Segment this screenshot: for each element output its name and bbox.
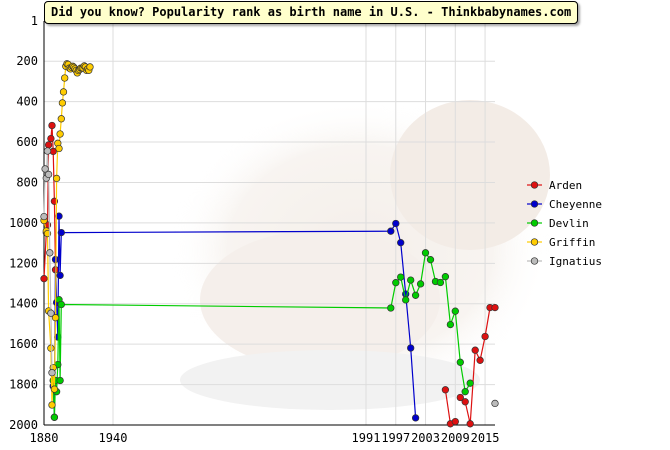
data-point bbox=[56, 130, 64, 138]
y-tick-label: 600 bbox=[16, 135, 38, 149]
data-point bbox=[58, 99, 67, 107]
data-point bbox=[436, 278, 445, 287]
series-ignatius bbox=[40, 147, 499, 408]
data-point bbox=[46, 249, 54, 257]
data-point bbox=[387, 227, 395, 235]
data-point bbox=[466, 379, 474, 387]
series bbox=[40, 60, 499, 428]
data-point bbox=[461, 388, 469, 396]
data-point bbox=[481, 332, 489, 341]
legend-label: Ignatius bbox=[549, 255, 602, 268]
legend-marker bbox=[530, 181, 539, 189]
y-tick-label: 1400 bbox=[9, 297, 38, 311]
y-tick-label: 1200 bbox=[9, 256, 38, 270]
data-point bbox=[56, 376, 64, 385]
data-point bbox=[491, 303, 499, 312]
data-point bbox=[407, 344, 415, 352]
data-point bbox=[466, 420, 474, 428]
data-point bbox=[441, 273, 450, 281]
data-point bbox=[40, 212, 48, 221]
data-point bbox=[47, 309, 55, 317]
legend-marker bbox=[530, 257, 539, 265]
data-point bbox=[55, 212, 63, 220]
x-tick-label: 2003 bbox=[411, 431, 440, 445]
data-point bbox=[416, 280, 425, 288]
data-point bbox=[476, 356, 484, 364]
series-line bbox=[459, 307, 495, 424]
data-point bbox=[44, 141, 53, 149]
data-point bbox=[47, 134, 55, 143]
data-point bbox=[491, 399, 499, 408]
y-tick-label: 1800 bbox=[9, 378, 38, 392]
series-griffin bbox=[40, 60, 94, 409]
x-tick-label: 1940 bbox=[99, 431, 128, 445]
data-point bbox=[392, 219, 400, 228]
data-point bbox=[50, 413, 59, 421]
data-point bbox=[392, 279, 400, 287]
data-point bbox=[57, 300, 65, 309]
data-point bbox=[56, 271, 64, 280]
data-point bbox=[426, 256, 435, 264]
data-point bbox=[411, 414, 420, 422]
data-point bbox=[55, 144, 63, 153]
data-point bbox=[40, 275, 48, 283]
y-tick-label: 2000 bbox=[9, 418, 38, 432]
data-point bbox=[461, 398, 469, 406]
y-tick-label: 400 bbox=[16, 95, 38, 109]
data-point bbox=[59, 88, 68, 96]
data-point bbox=[57, 228, 65, 237]
data-point bbox=[407, 276, 415, 284]
data-point bbox=[456, 358, 464, 366]
legend-marker bbox=[530, 219, 539, 227]
data-point bbox=[471, 346, 479, 354]
legend-marker bbox=[530, 200, 539, 208]
data-point bbox=[451, 417, 459, 426]
data-point bbox=[421, 249, 430, 257]
data-point bbox=[57, 115, 65, 123]
data-point bbox=[451, 307, 459, 315]
chart-title: Did you know? Popularity rank as birth n… bbox=[44, 1, 579, 24]
y-tick-label: 800 bbox=[16, 175, 38, 189]
y-tick-label: 200 bbox=[16, 54, 38, 68]
data-point bbox=[61, 74, 69, 82]
x-tick-label: 1997 bbox=[381, 431, 410, 445]
data-point bbox=[48, 369, 56, 377]
data-point bbox=[51, 314, 60, 322]
data-point bbox=[446, 320, 455, 329]
legend-label: Devlin bbox=[549, 217, 589, 230]
data-point bbox=[48, 121, 56, 130]
data-point bbox=[456, 393, 464, 402]
data-point bbox=[48, 401, 56, 409]
data-point bbox=[402, 296, 410, 304]
data-point bbox=[387, 304, 395, 312]
legend: Arden Cheyenne Devlin Griffin Ignatius bbox=[527, 179, 602, 268]
data-point bbox=[44, 170, 53, 179]
legend-label: Arden bbox=[549, 179, 582, 192]
data-point bbox=[41, 165, 49, 173]
series-devlin bbox=[49, 249, 474, 421]
legend-label: Cheyenne bbox=[549, 198, 602, 211]
legend-marker bbox=[530, 238, 539, 246]
x-tick-label: 1991 bbox=[352, 431, 381, 445]
y-tick-label: 1 bbox=[31, 14, 38, 28]
data-point bbox=[441, 386, 450, 394]
data-point bbox=[397, 239, 405, 247]
x-tick-label: 2015 bbox=[471, 431, 500, 445]
baby-photo-watermark bbox=[170, 100, 550, 410]
x-tick-label: 1880 bbox=[30, 431, 59, 445]
data-point bbox=[411, 291, 420, 299]
data-point bbox=[50, 385, 59, 393]
data-point bbox=[52, 174, 61, 183]
data-point bbox=[43, 147, 52, 155]
y-tick-label: 1000 bbox=[9, 216, 38, 230]
data-point bbox=[47, 344, 55, 352]
x-tick-label: 2009 bbox=[441, 431, 470, 445]
data-point bbox=[86, 63, 94, 71]
y-tick-label: 1600 bbox=[9, 337, 38, 351]
data-point bbox=[397, 273, 405, 281]
legend-label: Griffin bbox=[549, 236, 595, 249]
